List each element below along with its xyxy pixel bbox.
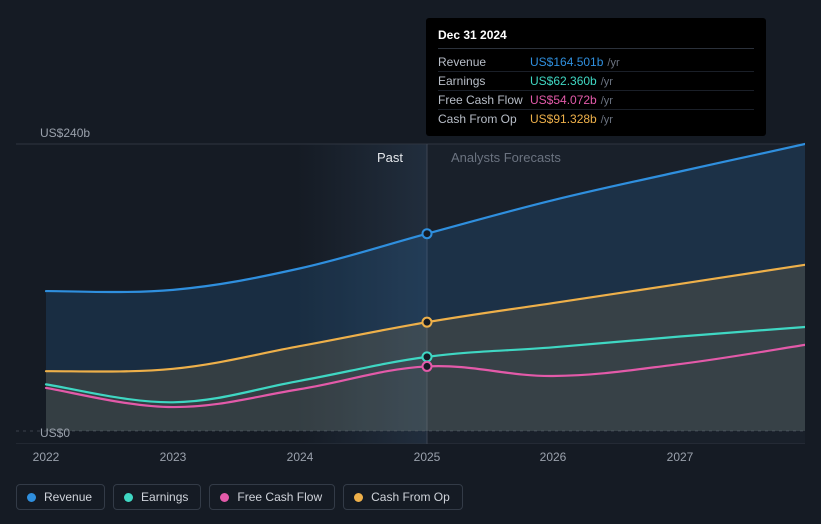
tooltip-value: US$164.501b <box>530 55 603 69</box>
forecast-region-label: Analysts Forecasts <box>451 150 561 165</box>
legend-swatch <box>354 493 363 502</box>
legend-label: Revenue <box>44 490 92 504</box>
legend-item-cfo[interactable]: Cash From Op <box>343 484 463 510</box>
legend-label: Cash From Op <box>371 490 450 504</box>
legend-swatch <box>124 493 133 502</box>
tooltip-date: Dec 31 2024 <box>438 28 754 49</box>
legend-label: Free Cash Flow <box>237 490 322 504</box>
tooltip-unit: /yr <box>601 95 613 107</box>
tooltip-label: Earnings <box>438 74 530 88</box>
past-region-label: Past <box>377 150 403 165</box>
x-axis-label: 2022 <box>33 450 60 464</box>
y-axis-label-max: US$240b <box>40 126 90 140</box>
tooltip-row-revenue: Revenue US$164.501b /yr <box>438 53 754 72</box>
chart-legend: Revenue Earnings Free Cash Flow Cash Fro… <box>16 484 463 510</box>
legend-item-revenue[interactable]: Revenue <box>16 484 105 510</box>
tooltip-value: US$91.328b <box>530 112 597 126</box>
legend-swatch <box>27 493 36 502</box>
tooltip-label: Free Cash Flow <box>438 93 530 107</box>
x-axis-label: 2025 <box>414 450 441 464</box>
legend-swatch <box>220 493 229 502</box>
x-axis-label: 2024 <box>287 450 314 464</box>
chart-tooltip: Dec 31 2024 Revenue US$164.501b /yr Earn… <box>426 18 766 136</box>
tooltip-row-fcf: Free Cash Flow US$54.072b /yr <box>438 91 754 110</box>
tooltip-row-earnings: Earnings US$62.360b /yr <box>438 72 754 91</box>
legend-label: Earnings <box>141 490 188 504</box>
tooltip-unit: /yr <box>607 57 619 69</box>
legend-item-fcf[interactable]: Free Cash Flow <box>209 484 335 510</box>
tooltip-label: Cash From Op <box>438 112 530 126</box>
y-axis-label-min: US$0 <box>40 426 70 440</box>
tooltip-unit: /yr <box>601 76 613 88</box>
x-axis-label: 2026 <box>540 450 567 464</box>
tooltip-label: Revenue <box>438 55 530 69</box>
legend-item-earnings[interactable]: Earnings <box>113 484 201 510</box>
x-axis-labels: 2022 2023 2024 2025 2026 2027 <box>16 450 805 470</box>
tooltip-value: US$62.360b <box>530 74 597 88</box>
tooltip-row-cfo: Cash From Op US$91.328b /yr <box>438 110 754 128</box>
tooltip-value: US$54.072b <box>530 93 597 107</box>
tooltip-unit: /yr <box>601 114 613 126</box>
x-axis-label: 2027 <box>667 450 694 464</box>
x-axis-label: 2023 <box>160 450 187 464</box>
